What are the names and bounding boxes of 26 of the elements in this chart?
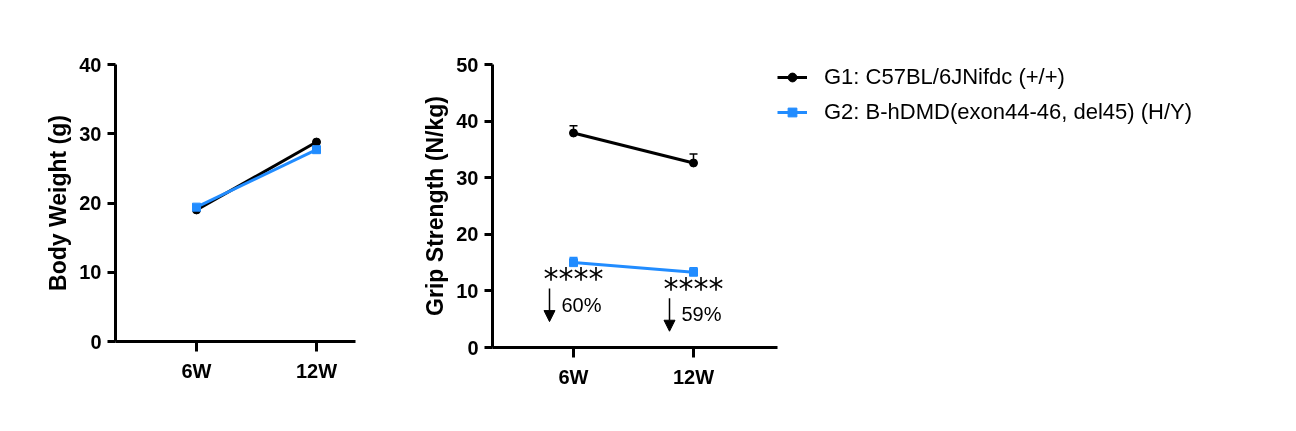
y-tick-label: 10 bbox=[456, 279, 479, 302]
y-tick-label: 30 bbox=[456, 166, 479, 189]
y-axis-title: Body Weight (g) bbox=[45, 115, 72, 291]
point bbox=[569, 128, 578, 138]
y-tick-label: 10 bbox=[79, 261, 102, 284]
y-tick-label: 20 bbox=[456, 223, 479, 246]
x-tick-label: 6W bbox=[558, 365, 589, 388]
y-axis-title: Grip Strength (N/kg) bbox=[422, 96, 449, 316]
y-tick-label: 40 bbox=[456, 110, 479, 133]
y-tick-label: 0 bbox=[90, 330, 102, 353]
annotation: **** bbox=[663, 270, 724, 306]
point bbox=[312, 145, 321, 155]
y-tick-label: 50 bbox=[456, 53, 479, 76]
y-tick-label: 20 bbox=[79, 192, 102, 214]
point bbox=[689, 267, 698, 277]
point bbox=[569, 258, 578, 268]
point bbox=[689, 158, 698, 168]
legend-label: G1: C57BL/6JNifdc (+/+) bbox=[824, 64, 1065, 90]
x-tick-label: 12W bbox=[672, 365, 715, 388]
y-tick-label: 0 bbox=[467, 336, 479, 359]
y-tick-label: 40 bbox=[79, 53, 102, 76]
annotation: 59% bbox=[681, 303, 722, 326]
y-tick-label: 30 bbox=[79, 122, 102, 145]
legend-label: G2: B-hDMD(exon44-46, del45) (H/Y) bbox=[824, 99, 1193, 125]
x-tick-label: 6W bbox=[181, 359, 212, 382]
x-tick-label: 12W bbox=[295, 359, 338, 382]
